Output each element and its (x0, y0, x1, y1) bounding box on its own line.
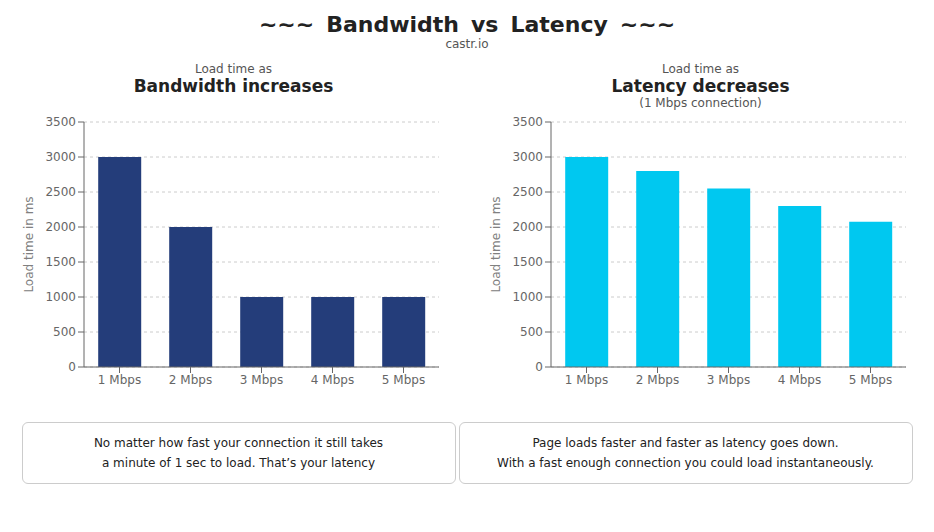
svg-text:2 Mbps: 2 Mbps (168, 373, 211, 387)
html-text:Bandwidth increases: Bandwidth increases (133, 76, 334, 96)
svg-text:1000: 1000 (45, 290, 76, 304)
html-text:vs: vs (471, 11, 499, 37)
svg-text:2500: 2500 (512, 185, 543, 199)
svg-text:3500: 3500 (45, 115, 76, 129)
html-text:Load time as: Load time as (194, 62, 273, 76)
html-text:castr.io: castr.io (445, 36, 489, 51)
svg-text:500: 500 (53, 325, 76, 339)
svg-text:3 Mbps: 3 Mbps (239, 373, 282, 387)
svg-text:2 Mbps: 2 Mbps (635, 373, 678, 387)
html-text:Latency: Latency (510, 11, 608, 37)
svg-text:4 Mbps: 4 Mbps (310, 373, 353, 387)
svg-text:1 Mbps: 1 Mbps (564, 373, 607, 387)
html-text:Bandwidth: Bandwidth (326, 11, 459, 37)
html-text:Latency decreases: Latency decreases (611, 76, 790, 96)
svg-text:3000: 3000 (512, 150, 543, 164)
svg-text:4 Mbps: 4 Mbps (777, 373, 820, 387)
svg-text:1500: 1500 (512, 255, 543, 269)
svg-text:0: 0 (68, 360, 76, 374)
svg-text:1 Mbps: 1 Mbps (97, 373, 140, 387)
svg-text:1500: 1500 (45, 255, 76, 269)
svg-text:3 Mbps: 3 Mbps (706, 373, 749, 387)
svg-text:2500: 2500 (45, 185, 76, 199)
svg-text:1000: 1000 (512, 290, 543, 304)
svg-text:2000: 2000 (512, 220, 543, 234)
svg-text:Load time in ms: Load time in ms (489, 196, 503, 292)
svg-text:500: 500 (520, 325, 543, 339)
svg-text:3500: 3500 (512, 115, 543, 129)
svg-text:0: 0 (535, 360, 543, 374)
svg-text:5 Mbps: 5 Mbps (381, 373, 424, 387)
html-text:No matter how fast your connec: No matter how fast your connection it st… (93, 436, 384, 470)
svg-text:3000: 3000 (45, 150, 76, 164)
svg-text:5 Mbps: 5 Mbps (848, 373, 891, 387)
html-text:(1 Mbps connection): (1 Mbps connection) (639, 96, 762, 110)
svg-text:Load time in ms: Load time in ms (22, 196, 36, 292)
html-text:Load time as: Load time as (661, 62, 740, 76)
svg-text:2000: 2000 (45, 220, 76, 234)
html-text:Page loads faster and faster a: Page loads faster and faster as latency … (497, 436, 874, 470)
